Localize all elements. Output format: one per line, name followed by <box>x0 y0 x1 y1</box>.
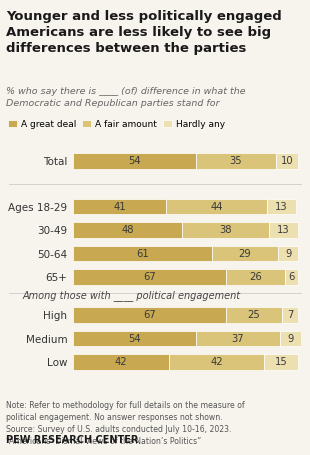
Text: 42: 42 <box>114 357 127 367</box>
Text: 25: 25 <box>248 310 260 320</box>
Text: 10: 10 <box>281 157 293 167</box>
Text: 13: 13 <box>275 202 288 212</box>
Text: 67: 67 <box>143 310 156 320</box>
Bar <box>196 331 280 346</box>
Bar <box>73 307 225 323</box>
Bar <box>182 222 269 238</box>
Bar <box>285 269 299 285</box>
Legend: A great deal, A fair amount, Hardly any: A great deal, A fair amount, Hardly any <box>5 116 229 132</box>
Text: 42: 42 <box>210 357 223 367</box>
Bar <box>225 307 282 323</box>
Bar <box>166 199 267 214</box>
Text: % who say there is ____ (of) difference in what the
Democratic and Republican pa: % who say there is ____ (of) difference … <box>6 87 246 108</box>
Bar <box>278 246 299 262</box>
Text: 37: 37 <box>232 334 244 344</box>
Text: 44: 44 <box>210 202 223 212</box>
Bar <box>73 199 166 214</box>
Bar <box>269 222 299 238</box>
Text: 35: 35 <box>229 157 242 167</box>
Text: 29: 29 <box>238 248 251 258</box>
Text: Note: Refer to methodology for full details on the measure of
political engageme: Note: Refer to methodology for full deta… <box>6 401 245 446</box>
Bar <box>276 153 299 169</box>
Text: 9: 9 <box>287 334 294 344</box>
Bar <box>73 354 169 370</box>
Text: 61: 61 <box>136 248 149 258</box>
Text: 9: 9 <box>285 248 291 258</box>
Bar <box>73 153 196 169</box>
Text: 38: 38 <box>219 225 232 235</box>
Bar <box>225 269 285 285</box>
Text: 54: 54 <box>128 334 141 344</box>
Bar <box>280 331 301 346</box>
Bar <box>267 199 296 214</box>
Text: 15: 15 <box>275 357 288 367</box>
Text: Younger and less politically engaged
Americans are less likely to see big
differ: Younger and less politically engaged Ame… <box>6 10 282 55</box>
Bar <box>73 222 182 238</box>
Bar <box>73 331 196 346</box>
Text: 67: 67 <box>143 272 156 282</box>
Text: 26: 26 <box>249 272 262 282</box>
Text: Among those with ____ political engagement: Among those with ____ political engageme… <box>23 290 241 301</box>
Text: 41: 41 <box>113 202 126 212</box>
Bar <box>212 246 278 262</box>
Text: 13: 13 <box>277 225 290 235</box>
Bar <box>264 354 299 370</box>
Text: 48: 48 <box>121 225 134 235</box>
Bar <box>73 246 212 262</box>
Bar <box>282 307 299 323</box>
Text: 7: 7 <box>287 310 294 320</box>
Text: 54: 54 <box>128 157 141 167</box>
Bar <box>169 354 264 370</box>
Text: PEW RESEARCH CENTER: PEW RESEARCH CENTER <box>6 435 139 445</box>
Bar <box>196 153 276 169</box>
Text: 6: 6 <box>288 272 295 282</box>
Bar <box>73 269 225 285</box>
